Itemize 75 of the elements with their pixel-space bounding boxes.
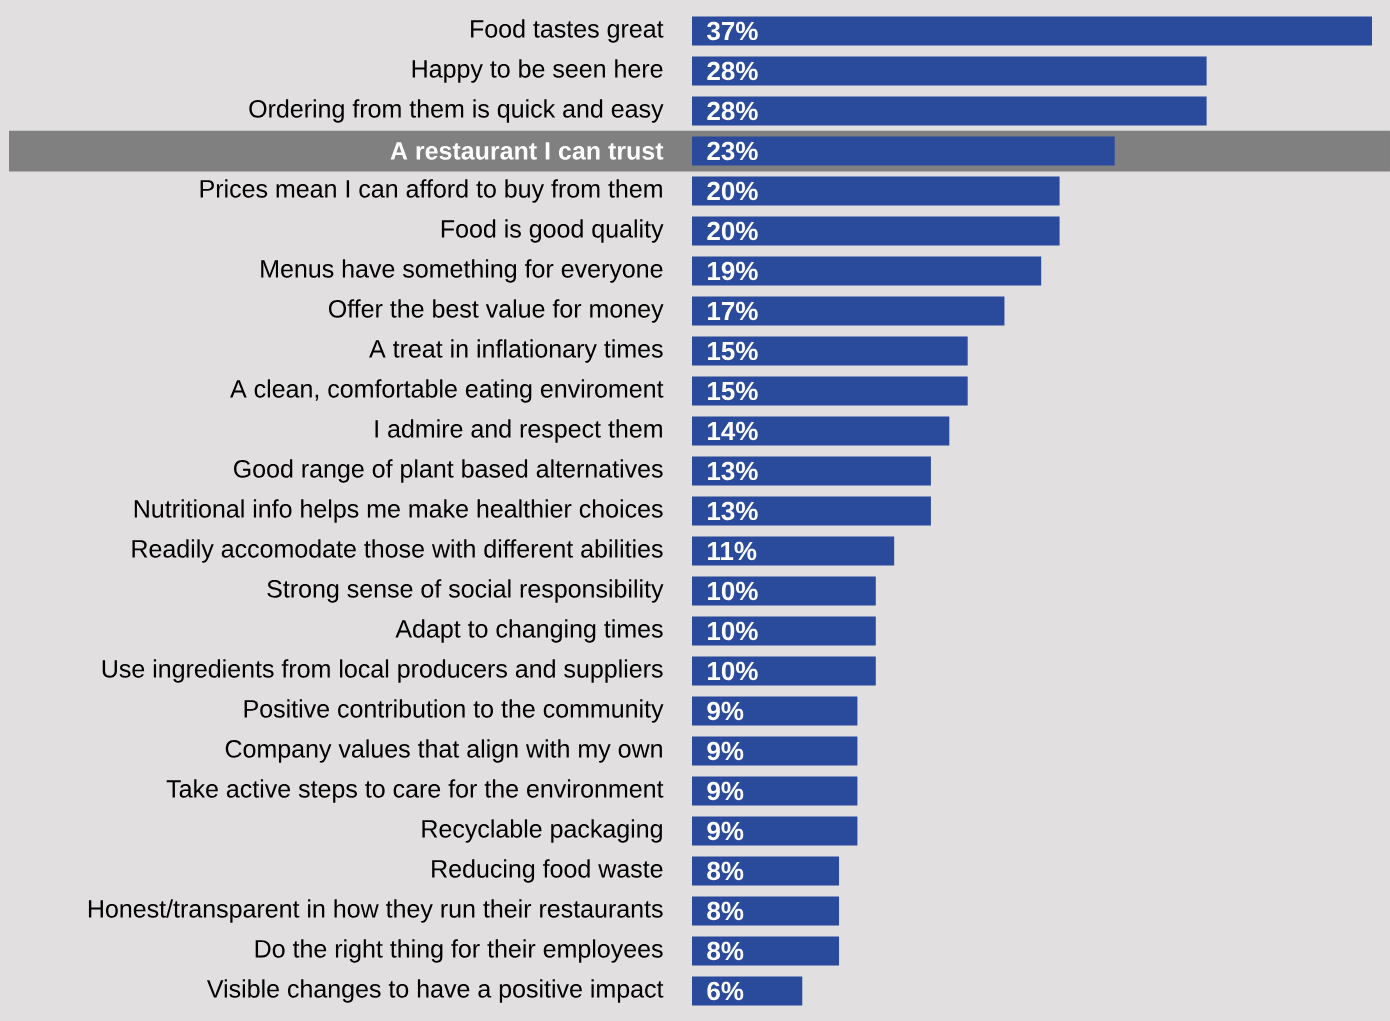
bar	[692, 736, 858, 766]
y-tick-label: A treat in inflationary times	[369, 339, 663, 363]
bar	[692, 56, 1207, 86]
bar	[692, 256, 1042, 286]
data-label: 6%	[707, 981, 744, 1001]
bar	[692, 856, 840, 886]
bar	[692, 816, 858, 846]
y-tick-label: Readily accomodate those with different abilities	[132, 539, 663, 563]
data-label: 9%	[707, 741, 744, 761]
y-tick-label: Honest/transparent in how they run their restaurants	[88, 899, 663, 923]
data-label: 17%	[708, 301, 758, 321]
data-label: 10%	[708, 621, 758, 641]
bar	[692, 336, 968, 366]
bar	[692, 576, 876, 606]
y-tick-label: Menus have something for everyone	[261, 259, 663, 283]
data-label: 8%	[707, 901, 744, 921]
y-tick-label: Happy to be seen here	[412, 59, 663, 83]
data-label: 15%	[708, 381, 758, 401]
y-tick-label: Adapt to changing times	[395, 619, 663, 643]
data-label: 14%	[708, 421, 758, 441]
bar	[692, 296, 1005, 326]
data-label: 11%	[708, 541, 757, 561]
bar	[692, 616, 876, 646]
data-label: 9%	[707, 701, 744, 721]
data-label: 10%	[708, 581, 758, 601]
data-label: 28%	[707, 101, 758, 121]
y-tick-label: Ordering from them is quick and easy	[249, 99, 664, 123]
y-tick-label: Do the right thing for their employees	[255, 939, 663, 963]
y-tick-label: Recyclable packaging	[422, 819, 662, 843]
bar	[692, 376, 968, 406]
y-tick-label: Take active steps to care for the environment	[166, 779, 664, 803]
data-label: 23%	[707, 141, 758, 161]
data-label: 9%	[707, 781, 744, 801]
data-label: 13%	[708, 501, 758, 521]
y-tick-label: Food tastes great	[471, 19, 664, 43]
bar	[692, 96, 1207, 126]
bar	[692, 136, 1115, 166]
bar	[692, 656, 876, 686]
y-tick-label: Food is good quality	[441, 219, 664, 243]
data-label: 28%	[707, 61, 758, 81]
y-tick-label: Company values that align with my own	[225, 739, 662, 763]
data-label: 9%	[707, 821, 744, 841]
data-label: 13%	[708, 461, 758, 481]
bar	[692, 536, 895, 566]
bar	[692, 216, 1060, 246]
bar	[692, 416, 950, 446]
y-tick-label: Nutritional info helps me make healthier choices	[134, 499, 663, 523]
bar	[692, 456, 931, 486]
bar	[692, 896, 840, 926]
y-tick-label: Positive contribution to the community	[244, 699, 664, 723]
data-label: 15%	[708, 341, 758, 361]
bar	[692, 776, 858, 806]
y-tick-label: Strong sense of social responsibility	[267, 579, 664, 603]
data-label: 8%	[707, 941, 744, 961]
y-tick-label: Use ingredients from local producers and suppliers	[102, 659, 663, 683]
y-tick-label: Good range of plant based alternatives	[234, 459, 663, 483]
bar	[692, 496, 931, 526]
data-label: 20%	[707, 221, 758, 241]
bar	[692, 16, 1373, 46]
bar	[692, 696, 858, 726]
data-label: 20%	[707, 181, 758, 201]
y-tick-label: A restaurant I can trust	[390, 142, 664, 160]
y-tick-label: Prices mean I can afford to buy from them	[200, 179, 662, 203]
y-tick-label: Offer the best value for money	[328, 299, 664, 323]
y-tick-label: Reducing food waste	[432, 859, 663, 883]
data-label: 19%	[708, 261, 758, 281]
y-tick-label: A clean, comfortable eating enviroment	[230, 379, 664, 403]
data-label: 8%	[707, 861, 744, 881]
y-tick-label: Visible changes to have a positive impact	[206, 979, 664, 1003]
y-tick-label: I admire and respect them	[375, 419, 662, 443]
data-label: 10%	[708, 661, 758, 681]
bar	[692, 176, 1060, 206]
bar	[692, 976, 803, 1006]
data-label: 37%	[707, 21, 758, 41]
bar	[692, 936, 840, 966]
